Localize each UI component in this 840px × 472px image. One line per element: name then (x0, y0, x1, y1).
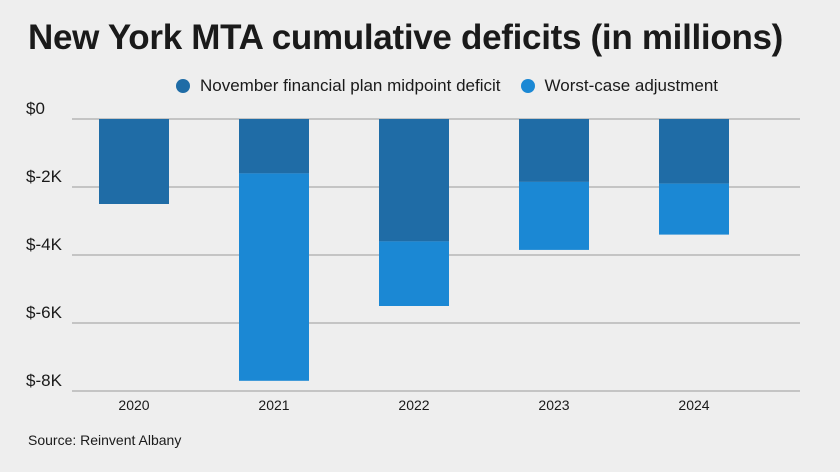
bar-midpoint-deficit-2023 (519, 119, 589, 182)
y-tick-label: $-4K (26, 235, 63, 254)
bar-midpoint-deficit-2024 (659, 119, 729, 184)
x-tick-label: 2020 (118, 397, 149, 413)
legend-item-midpoint-deficit: November financial plan midpoint deficit (176, 76, 501, 96)
legend-swatch-worst-case (520, 79, 535, 93)
bar-worst-case-2021 (239, 173, 309, 381)
legend-item-worst-case: Worst-case adjustment (520, 76, 719, 96)
bar-worst-case-2022 (379, 241, 449, 306)
legend-label-midpoint-deficit: November financial plan midpoint deficit (200, 76, 501, 95)
y-tick-label: $-6K (26, 303, 63, 322)
bar-midpoint-deficit-2020 (99, 119, 169, 204)
y-tick-label: $-8K (26, 371, 63, 390)
chart-title: New York MTA cumulative deficits (in mil… (28, 18, 784, 57)
legend-label-worst-case: Worst-case adjustment (544, 76, 719, 95)
x-tick-label: 2024 (678, 397, 709, 413)
x-tick-label: 2022 (398, 397, 429, 413)
x-tick-label: 2023 (538, 397, 569, 413)
bar-worst-case-2024 (659, 183, 729, 235)
source-note: Source: Reinvent Albany (28, 432, 182, 448)
y-tick-label: $-2K (26, 167, 63, 186)
bar-midpoint-deficit-2022 (379, 119, 449, 242)
bar-midpoint-deficit-2021 (239, 119, 309, 174)
bar-worst-case-2023 (519, 181, 589, 250)
legend: November financial plan midpoint deficit… (176, 76, 738, 96)
y-tick-label: $0 (26, 99, 45, 118)
legend-swatch-midpoint-deficit (176, 79, 190, 93)
x-tick-label: 2021 (258, 397, 289, 413)
